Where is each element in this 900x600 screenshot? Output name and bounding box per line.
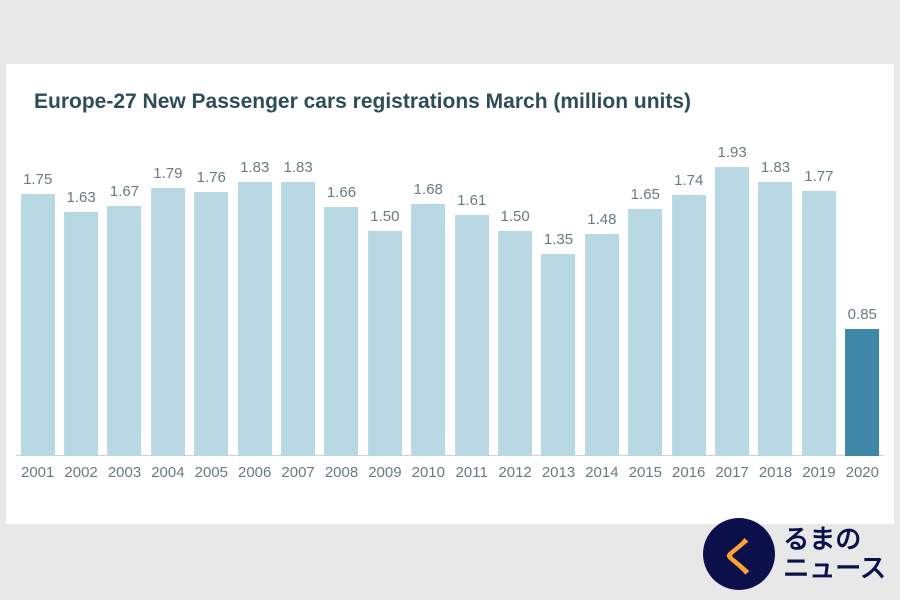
bar-slot: 1.63 bbox=[59, 156, 102, 456]
x-tick-label: 2006 bbox=[238, 464, 271, 481]
bar bbox=[21, 194, 55, 457]
x-tick-label: 2020 bbox=[846, 464, 879, 481]
bar bbox=[368, 231, 402, 456]
chart-x-axis: 2001 2002 2003 2004 2005 2006 2007 2008 2009 2010… bbox=[16, 458, 884, 488]
watermark-logo-glyph: く bbox=[719, 525, 759, 583]
x-tick-label: 2015 bbox=[629, 464, 662, 481]
bar-slot: 1.66 bbox=[320, 156, 363, 456]
bar bbox=[628, 209, 662, 457]
watermark: く るまの ニュース bbox=[703, 518, 886, 590]
bar bbox=[281, 182, 315, 457]
bar bbox=[151, 188, 185, 457]
bar-value-label: 1.83 bbox=[761, 159, 790, 182]
x-tick-label: 2018 bbox=[759, 464, 792, 481]
watermark-line1: るまの bbox=[783, 525, 886, 554]
bar-slot: 1.83 bbox=[233, 156, 276, 456]
bar bbox=[64, 212, 98, 457]
bar-slot: 1.93 bbox=[710, 156, 753, 456]
bar-value-label: 1.50 bbox=[500, 208, 529, 231]
bar bbox=[802, 191, 836, 457]
x-tick-label: 2004 bbox=[151, 464, 184, 481]
bar-slot: 0.85 bbox=[841, 156, 884, 456]
bar-slot: 1.67 bbox=[103, 156, 146, 456]
bar-slot: 1.61 bbox=[450, 156, 493, 456]
bar-value-label: 1.66 bbox=[327, 184, 356, 207]
x-tick-label: 2001 bbox=[21, 464, 54, 481]
watermark-text: るまの ニュース bbox=[783, 525, 886, 582]
bar-slot: 1.75 bbox=[16, 156, 59, 456]
bar bbox=[498, 231, 532, 456]
x-tick-label: 2010 bbox=[412, 464, 445, 481]
bar bbox=[672, 195, 706, 456]
bar-slot: 1.77 bbox=[797, 156, 840, 456]
bar-value-label: 1.83 bbox=[283, 159, 312, 182]
bar-value-label: 0.85 bbox=[848, 306, 877, 329]
chart-card: Europe-27 New Passenger cars registratio… bbox=[6, 64, 894, 524]
bar-slot: 1.79 bbox=[146, 156, 189, 456]
x-tick-label: 2003 bbox=[108, 464, 141, 481]
bar-slot: 1.83 bbox=[754, 156, 797, 456]
bar bbox=[759, 182, 793, 457]
bar bbox=[542, 254, 576, 457]
bar-slot: 1.48 bbox=[580, 156, 623, 456]
bar-value-label: 1.74 bbox=[674, 172, 703, 195]
bar-value-label: 1.75 bbox=[23, 171, 52, 194]
bar bbox=[194, 192, 228, 456]
bar-value-label: 1.76 bbox=[197, 169, 226, 192]
x-tick-label: 2009 bbox=[368, 464, 401, 481]
page-frame: Europe-27 New Passenger cars registratio… bbox=[0, 0, 900, 600]
bar-value-label: 1.50 bbox=[370, 208, 399, 231]
x-tick-label: 2019 bbox=[802, 464, 835, 481]
chart-title: Europe-27 New Passenger cars registratio… bbox=[34, 90, 691, 114]
x-tick-label: 2013 bbox=[542, 464, 575, 481]
bar bbox=[715, 167, 749, 457]
watermark-line2: ニュース bbox=[783, 554, 886, 583]
bar bbox=[455, 215, 489, 457]
x-tick-label: 2017 bbox=[715, 464, 748, 481]
bar bbox=[585, 234, 619, 456]
bar-slot: 1.83 bbox=[276, 156, 319, 456]
watermark-logo-icon: く bbox=[703, 518, 775, 590]
bar-value-label: 1.63 bbox=[66, 189, 95, 212]
x-tick-label: 2014 bbox=[585, 464, 618, 481]
bar-value-label: 1.77 bbox=[804, 168, 833, 191]
bar bbox=[325, 207, 359, 456]
bar bbox=[845, 329, 879, 457]
bar-value-label: 1.83 bbox=[240, 159, 269, 182]
bar bbox=[238, 182, 272, 457]
bar-slot: 1.76 bbox=[190, 156, 233, 456]
x-tick-label: 2012 bbox=[498, 464, 531, 481]
bar-value-label: 1.68 bbox=[414, 181, 443, 204]
x-tick-label: 2011 bbox=[456, 464, 488, 481]
bar-slot: 1.50 bbox=[493, 156, 536, 456]
x-tick-label: 2007 bbox=[281, 464, 314, 481]
bar-value-label: 1.35 bbox=[544, 231, 573, 254]
bar bbox=[411, 204, 445, 456]
bar-value-label: 1.61 bbox=[457, 192, 486, 215]
bar-value-label: 1.67 bbox=[110, 183, 139, 206]
bar-value-label: 1.65 bbox=[631, 186, 660, 209]
bar-value-label: 1.93 bbox=[717, 144, 746, 167]
bar bbox=[108, 206, 142, 457]
x-tick-label: 2002 bbox=[64, 464, 97, 481]
bar-value-label: 1.79 bbox=[153, 165, 182, 188]
x-tick-label: 2008 bbox=[325, 464, 358, 481]
bar-slot: 1.50 bbox=[363, 156, 406, 456]
bar-slot: 1.74 bbox=[667, 156, 710, 456]
x-tick-label: 2005 bbox=[195, 464, 228, 481]
chart-plot-area: 1.75 1.63 1.67 1.79 1.76 1.83 1.83 1.66 1.50 1.68… bbox=[16, 156, 884, 456]
bar-slot: 1.35 bbox=[537, 156, 580, 456]
bar-slot: 1.68 bbox=[407, 156, 450, 456]
bar-value-label: 1.48 bbox=[587, 211, 616, 234]
x-tick-label: 2016 bbox=[672, 464, 705, 481]
bar-slot: 1.65 bbox=[624, 156, 667, 456]
